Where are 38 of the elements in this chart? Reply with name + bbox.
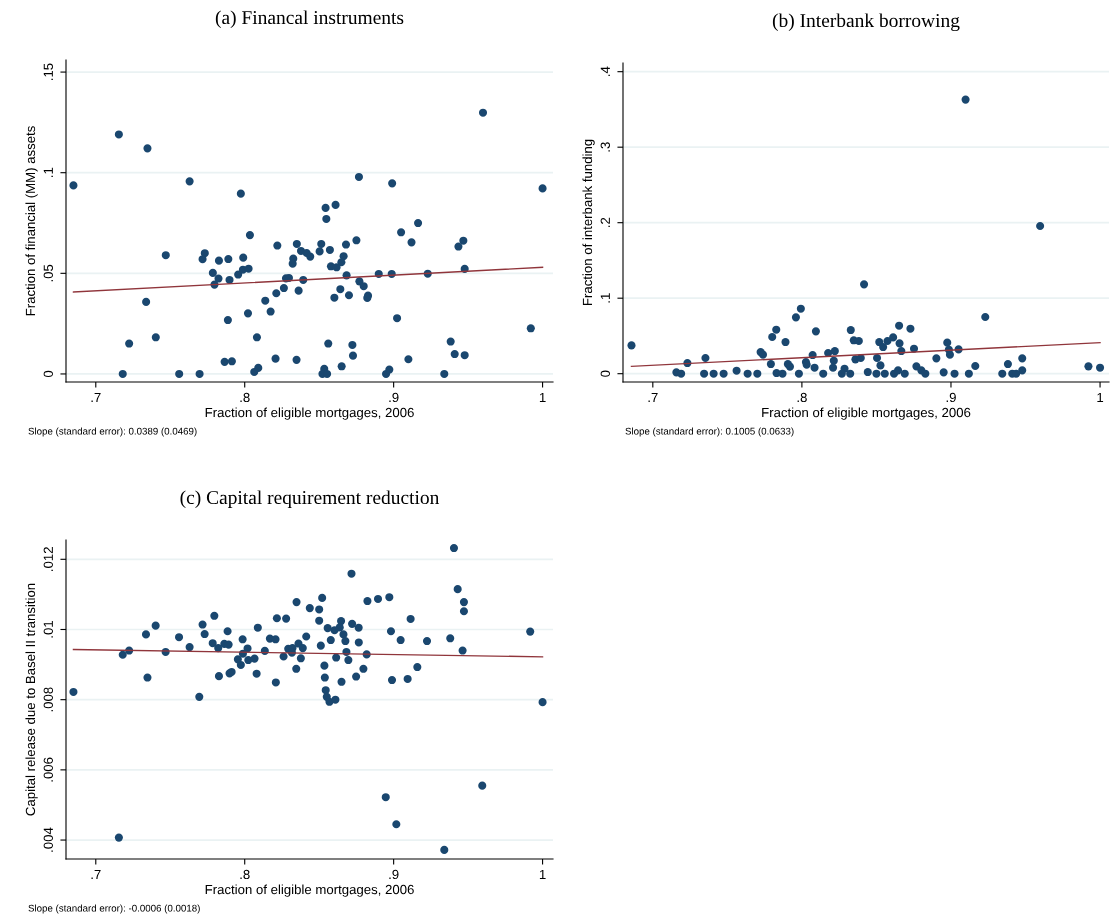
- y-tick-label: .01: [43, 620, 53, 638]
- y-axis-title: Fraction of financial (MM) assets: [25, 126, 38, 316]
- x-axis-title: Fraction of eligible mortgages, 2006: [205, 884, 414, 897]
- chart-title: (c) Capital requirement reduction: [180, 490, 440, 509]
- x-axis-title: Fraction of eligible mortgages, 2006: [205, 407, 414, 420]
- y-tick-label: .008: [43, 687, 53, 712]
- x-tick-label: .9: [389, 392, 399, 403]
- x-tick-label: .8: [240, 869, 250, 880]
- x-tick-label: .9: [946, 392, 956, 403]
- y-axis-title: Capital release due to Basel II transition: [25, 583, 38, 816]
- y-tick-label: 0: [43, 370, 53, 378]
- x-tick-label: 1: [1097, 392, 1104, 402]
- x-tick-label: .7: [648, 392, 658, 402]
- x-tick-label: 1: [539, 392, 546, 402]
- y-tick-label: .1: [600, 293, 610, 303]
- y-tick-label: .004: [43, 827, 53, 852]
- y-tick-label: .3: [600, 142, 610, 152]
- y-axis-title: Fraction of interbank funding: [582, 139, 595, 306]
- y-tick-label: .05: [43, 264, 53, 282]
- text: Slope (standard error): 0.1005 (0.0633): [625, 427, 794, 437]
- y-tick-label: .1: [43, 167, 53, 177]
- chart-title: (a) Financal instruments: [215, 10, 404, 29]
- x-tick-label: .8: [240, 392, 250, 403]
- y-tick-label: .012: [43, 547, 53, 571]
- text: Slope (standard error): -0.0006 (0.0018): [28, 904, 200, 914]
- chart-title: (b) Interbank borrowing: [772, 13, 960, 32]
- x-tick-label: .7: [91, 392, 101, 402]
- y-tick-label: .15: [43, 63, 53, 81]
- y-tick-label: .006: [43, 757, 53, 782]
- x-tick-label: .9: [389, 869, 399, 880]
- x-tick-label: .7: [91, 869, 101, 879]
- x-tick-label: .8: [797, 392, 807, 403]
- x-tick-label: 1: [539, 869, 546, 879]
- y-tick-label: 0: [600, 370, 610, 377]
- text: Slope (standard error): 0.0389 (0.0469): [28, 427, 197, 437]
- y-tick-label: .2: [600, 217, 610, 227]
- x-axis-title: Fraction of eligible mortgages, 2006: [762, 407, 971, 420]
- y-tick-label: .4: [600, 66, 610, 76]
